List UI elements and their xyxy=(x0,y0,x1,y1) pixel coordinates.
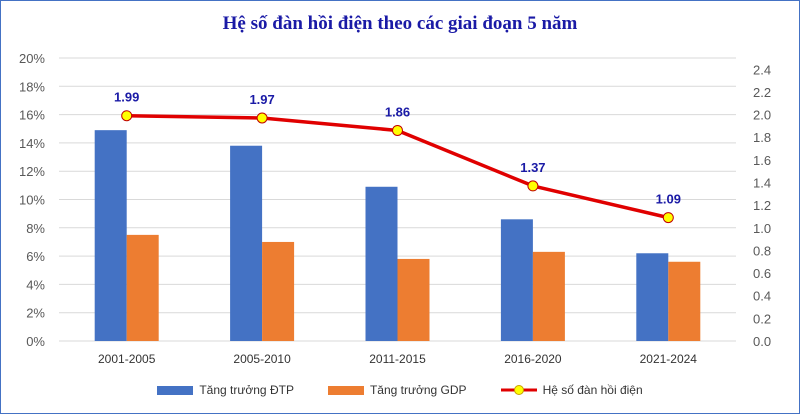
bar-gdp xyxy=(668,261,701,341)
left-tick-label: 2% xyxy=(26,306,45,321)
left-tick-label: 10% xyxy=(19,193,45,208)
right-tick-label: 1.0 xyxy=(753,221,771,236)
legend-swatch xyxy=(327,385,364,395)
legend-item-dtp: Tăng trưởng ĐTP xyxy=(157,383,294,397)
legend-label: Tăng trưởng GDP xyxy=(369,383,467,397)
bar-gdp xyxy=(532,251,565,341)
legend-item-elasticity: Hệ số đàn hồi điện xyxy=(500,383,643,397)
right-tick-label: 0.2 xyxy=(753,311,771,326)
bar-gdp xyxy=(126,234,159,341)
right-tick-label: 2.4 xyxy=(753,62,771,77)
data-label: 1.37 xyxy=(520,160,545,175)
legend-swatch xyxy=(157,385,194,395)
category-label: 2011-2015 xyxy=(369,352,426,366)
bar-dtp xyxy=(636,253,669,341)
right-tick-label: 1.6 xyxy=(753,153,771,168)
left-tick-label: 12% xyxy=(19,164,45,179)
line-marker xyxy=(392,124,403,136)
left-tick-label: 6% xyxy=(26,249,45,264)
bar-dtp xyxy=(500,219,533,341)
right-tick-label: 0.8 xyxy=(753,243,771,258)
line-marker xyxy=(527,180,539,192)
data-label: 1.86 xyxy=(385,104,410,119)
line-marker xyxy=(121,110,133,122)
data-label: 1.09 xyxy=(656,192,681,207)
right-tick-label: 1.4 xyxy=(753,176,771,191)
data-label: 1.99 xyxy=(114,90,139,105)
data-label: 1.97 xyxy=(249,92,274,107)
bar-dtp xyxy=(365,186,398,341)
right-tick-label: 0.4 xyxy=(753,289,771,304)
bar-gdp xyxy=(262,241,295,341)
legend-label: Tăng trưởng ĐTP xyxy=(199,383,294,397)
line-marker xyxy=(662,212,674,224)
legend: Tăng trưởng ĐTP Tăng trưởng GDP Hệ số đà… xyxy=(1,383,799,397)
right-tick-label: 1.8 xyxy=(753,130,771,145)
legend-line-marker xyxy=(500,385,537,395)
category-label: 2005-2010 xyxy=(233,352,291,366)
chart-title: Hệ số đàn hồi điện theo các giai đoạn 5 … xyxy=(222,13,578,34)
left-tick-label: 20% xyxy=(19,51,45,66)
right-tick-label: 2.2 xyxy=(753,85,771,100)
bar-gdp xyxy=(397,258,430,341)
left-tick-label: 8% xyxy=(26,221,45,236)
right-tick-label: 0.0 xyxy=(753,334,771,349)
left-tick-label: 14% xyxy=(19,136,45,151)
bar-dtp xyxy=(94,130,127,341)
left-tick-label: 18% xyxy=(19,79,45,94)
line-marker xyxy=(256,112,268,124)
right-tick-label: 2.0 xyxy=(753,108,771,123)
left-tick-label: 4% xyxy=(26,277,45,292)
right-tick-label: 0.6 xyxy=(753,266,771,281)
bar-dtp xyxy=(230,145,263,341)
left-tick-label: 0% xyxy=(26,334,45,349)
category-label: 2016-2020 xyxy=(504,352,562,366)
legend-item-gdp: Tăng trưởng GDP xyxy=(327,383,467,397)
category-label: 2001-2005 xyxy=(98,352,156,366)
category-label: 2021-2024 xyxy=(640,352,698,366)
left-tick-label: 16% xyxy=(19,108,45,123)
right-tick-label: 1.2 xyxy=(753,198,771,213)
legend-label: Hệ số đàn hồi điện xyxy=(542,383,643,397)
